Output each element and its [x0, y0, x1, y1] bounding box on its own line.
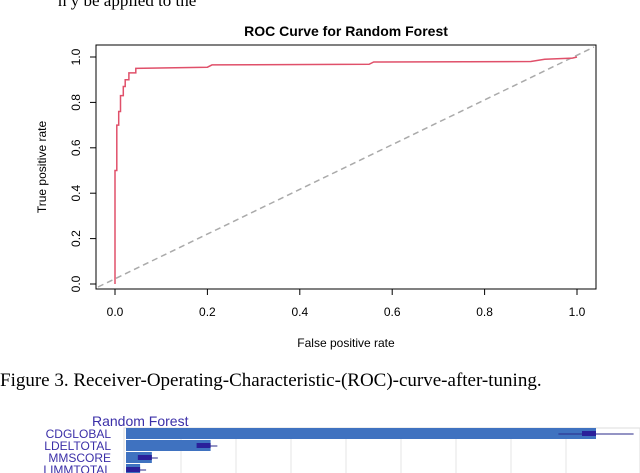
- page-text-fragment: n y be applied to the: [58, 0, 197, 10]
- variable-importance-chart: Random Forest CDGLOBALLDELTOTALMMSCORELI…: [43, 413, 640, 473]
- importance-box: [582, 431, 596, 436]
- y-tick-label: 0.8: [69, 94, 83, 111]
- x-tick-label: 0.6: [384, 305, 401, 319]
- roc-chart: ROC Curve for Random Forest 0.0 0.2 0.4 0.6…: [35, 23, 597, 350]
- y-tick-label: 0.4: [69, 185, 83, 202]
- x-tick-label: 0.4: [291, 305, 308, 319]
- importance-box: [137, 455, 152, 460]
- y-tick-label: 0.2: [69, 230, 83, 247]
- importance-bars: [126, 428, 634, 473]
- importance-box: [196, 443, 211, 448]
- chart-title: ROC Curve for Random Forest: [244, 23, 448, 39]
- plot-frame: [95, 44, 597, 290]
- roc-curve: [114, 56, 578, 284]
- y-tick-label: 1.0: [69, 48, 83, 65]
- importance-bar: [126, 428, 596, 439]
- diagonal-reference-line: [97, 46, 595, 288]
- variable-label: CDGLOBAL: [46, 427, 112, 441]
- x-tick-label: 0.2: [199, 305, 216, 319]
- axis-ticks: 0.0 0.2 0.4 0.6 0.8 1.0 0.0 0.2 0.4 0.6 0.8 1.0: [69, 48, 586, 319]
- y-tick-label: 0.6: [69, 139, 83, 156]
- y-tick-label: 0.0: [69, 275, 83, 292]
- importance-bar: [126, 440, 211, 451]
- variable-label: LIMMTOTAL: [43, 463, 111, 473]
- variable-label: MMSCORE: [48, 451, 111, 465]
- figure-caption: Figure 3. Receiver-Operating-Characteris…: [0, 370, 542, 391]
- variable-label: LDELTOTAL: [44, 439, 111, 453]
- x-tick-label: 0.0: [107, 305, 124, 319]
- y-axis-label: True positive rate: [35, 121, 49, 214]
- importance-box: [126, 467, 141, 472]
- x-axis-label: False positive rate: [297, 336, 395, 350]
- importance-chart-title: Random Forest: [92, 413, 189, 429]
- x-tick-label: 0.8: [476, 305, 493, 319]
- x-tick-label: 1.0: [569, 305, 586, 319]
